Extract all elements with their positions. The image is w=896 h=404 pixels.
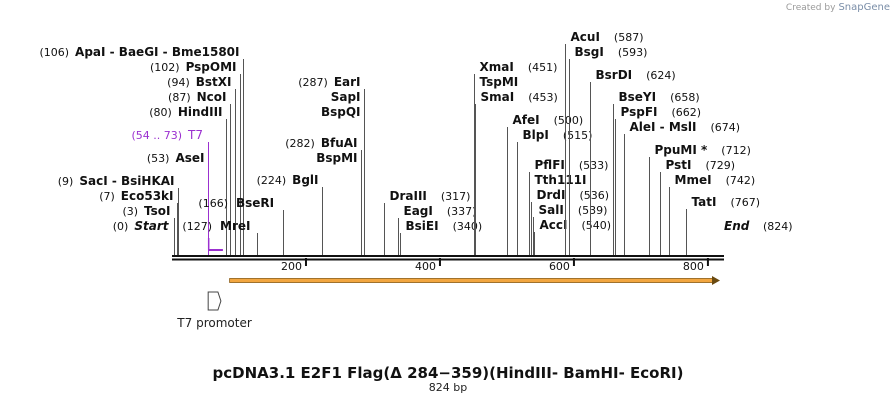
site-position: (742) xyxy=(726,174,756,187)
axis-tick-label: 400 xyxy=(415,260,436,273)
map-title: pcDNA3.1 E2F1 Flag(Δ 284−359)(HindIII- B… xyxy=(212,364,684,382)
site-label: AseI xyxy=(175,151,204,165)
axis-tick-label: 200 xyxy=(281,260,302,273)
site-position: (9) xyxy=(58,175,74,188)
site-position: (317) xyxy=(441,190,471,203)
site-position: (540) xyxy=(581,219,611,232)
site-label: T7 xyxy=(187,128,203,142)
site-label: PspOMI xyxy=(186,60,237,74)
site-label: BfuAI xyxy=(321,136,358,150)
orf-feature-arrowhead xyxy=(712,276,720,285)
site-position: (54 .. 73) xyxy=(131,129,182,142)
site-label: Start xyxy=(134,219,169,233)
site-label: NcoI xyxy=(197,90,227,104)
site-label: AcuI xyxy=(571,30,600,44)
site-label: PstI xyxy=(666,158,692,172)
site-label-end: End xyxy=(724,219,750,233)
site-position: (515) xyxy=(563,129,593,142)
site-position: (674) xyxy=(711,121,741,134)
site-label: BseYI xyxy=(619,90,657,104)
site-position: (539) xyxy=(578,204,608,217)
site-position: (106) xyxy=(39,46,69,59)
site-position: (340) xyxy=(453,220,483,233)
site-position: (587) xyxy=(614,31,644,44)
site-position: (451) xyxy=(528,61,558,74)
site-label: TspMI xyxy=(480,75,519,89)
site-position: (712) xyxy=(721,144,751,157)
site-label: AfeI xyxy=(513,113,540,127)
site-position: (7) xyxy=(99,190,115,203)
promoter-arrow-feature[interactable] xyxy=(207,291,222,311)
site-label: AccI xyxy=(540,218,568,232)
site-position: (127) xyxy=(182,220,212,233)
site-label: AleI - MslI xyxy=(630,120,697,134)
site-label: TsoI xyxy=(144,204,170,218)
site-label: BsrDI xyxy=(596,68,633,82)
site-label: SalI xyxy=(539,203,564,217)
site-label: Tth111I xyxy=(535,173,587,187)
site-position: (0) xyxy=(113,220,129,233)
promoter-feature-label: T7 promoter xyxy=(176,316,252,330)
site-position: (87) xyxy=(168,91,191,104)
site-position: (662) xyxy=(671,106,701,119)
site-label: SapI xyxy=(331,90,361,104)
site-position: (166) xyxy=(198,197,228,210)
site-label: DrdI xyxy=(537,188,566,202)
site-label: SmaI xyxy=(481,90,515,104)
site-position: (533) xyxy=(579,159,609,172)
site-label: BspMI xyxy=(316,151,357,165)
site-label: BglI xyxy=(292,173,318,187)
site-label: HindIII xyxy=(178,105,223,119)
map-length: 824 bp xyxy=(428,381,468,394)
site-label: XmaI xyxy=(480,60,514,74)
site-label: DraIII xyxy=(390,189,427,203)
site-position: (767) xyxy=(730,196,760,209)
site-position: (500) xyxy=(554,114,584,127)
site-label: PspFI xyxy=(621,105,658,119)
site-label: PflFI xyxy=(535,158,565,172)
axis-tick-label: 800 xyxy=(683,260,704,273)
site-label: MreI xyxy=(220,219,250,233)
site-position: (337) xyxy=(447,205,477,218)
site-label: BseRI xyxy=(236,196,274,210)
site-label: EagI xyxy=(404,204,433,218)
site-label: PpuMI * xyxy=(655,143,709,157)
site-label: BsgI xyxy=(575,45,604,59)
site-position: (536) xyxy=(579,189,609,202)
site-position: (3) xyxy=(122,205,138,218)
snapgene-credit: Created by SnapGene xyxy=(786,2,890,13)
orf-feature-bar[interactable] xyxy=(229,278,715,283)
site-position: (658) xyxy=(670,91,700,104)
site-position: (224) xyxy=(257,174,287,187)
site-position: (624) xyxy=(646,69,676,82)
site-position: (53) xyxy=(147,152,170,165)
site-position: (102) xyxy=(150,61,180,74)
site-label: BstXI xyxy=(196,75,232,89)
site-label: BsiEI xyxy=(406,219,439,233)
site-position: (282) xyxy=(285,137,315,150)
site-label: BspQI xyxy=(321,105,361,119)
snapgene-logo-text: SnapGene xyxy=(838,2,890,13)
site-position: (94) xyxy=(167,76,190,89)
site-position: (453) xyxy=(528,91,558,104)
site-label: Eco53kI xyxy=(121,189,174,203)
site-label: SacI - BsiHKAI xyxy=(79,174,174,188)
site-position: (824) xyxy=(763,220,793,233)
site-label: MmeI xyxy=(675,173,712,187)
axis-tick-label: 600 xyxy=(549,260,570,273)
credit-prefix: Created by xyxy=(785,2,836,13)
site-label: TatI xyxy=(692,195,717,209)
site-position: (287) xyxy=(298,76,328,89)
site-position: (593) xyxy=(618,46,648,59)
site-label: ApaI - BaeGI - Bme1580I xyxy=(75,45,239,59)
site-label: EarI xyxy=(334,75,361,89)
site-position: (729) xyxy=(705,159,735,172)
site-position: (80) xyxy=(149,106,172,119)
site-label: BlpI xyxy=(523,128,549,142)
